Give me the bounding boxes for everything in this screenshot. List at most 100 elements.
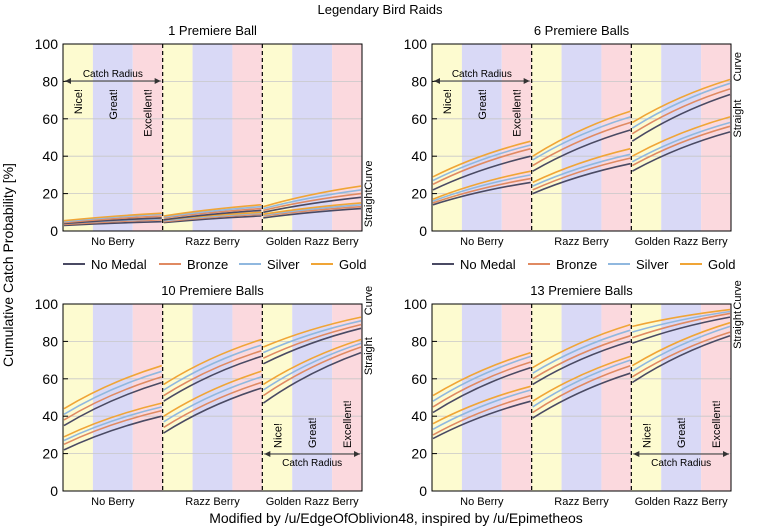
y-tick-label: 40	[42, 408, 58, 424]
throw-label-nice: Nice!	[73, 89, 85, 114]
catch-radius-arrowhead	[354, 451, 360, 457]
panel-title: 1 Premiere Ball	[168, 23, 257, 38]
throw-label-great: Great!	[676, 417, 688, 448]
y-tick-label: 100	[35, 296, 59, 312]
series-line-silver-curve	[632, 310, 731, 333]
series-line-no-medal-straight	[532, 162, 631, 195]
throw-label-nice: Nice!	[272, 423, 284, 448]
y-tick-label: 100	[404, 36, 428, 52]
series-line-gold-straight	[432, 170, 531, 200]
throw-band	[531, 44, 562, 231]
series-line-no-medal-straight	[631, 335, 731, 384]
y-axis-label: Cumulative Catch Probability [%]	[0, 163, 16, 367]
series-line-bronze-straight	[63, 219, 162, 226]
series-line-gold-straight	[532, 355, 631, 402]
y-tick-label: 60	[42, 111, 58, 127]
series-line-bronze-curve	[432, 147, 531, 186]
series-line-bronze-curve	[163, 350, 262, 397]
throw-label-excellent: Excellent!	[143, 89, 155, 137]
panel-4: 0 20 40 60 80 100 13 Premiere Balls No Berry Raz…	[404, 280, 744, 508]
series-line-silver-straight	[263, 204, 362, 216]
footer-credit: Modified by /u/EdgeOfOblivion48, inspire…	[209, 510, 583, 526]
series-line-gold-straight	[163, 370, 262, 417]
panel-2: 0 20 40 60 80 100 6 Premiere Balls No Berry Razz…	[404, 23, 744, 272]
catch-radius-arrowhead	[264, 451, 271, 457]
series-line-no-medal-straight	[432, 181, 531, 206]
series-line-gold-curve	[163, 204, 262, 217]
plot-frame	[62, 43, 363, 232]
series-line-gold-straight	[432, 385, 531, 425]
y-tick-label: 0	[419, 223, 427, 239]
throw-band	[631, 44, 662, 231]
series-line-bronze-curve	[432, 361, 531, 408]
catch-radius-label: Catch Radius	[282, 458, 342, 469]
curve-label: Curve	[732, 280, 744, 309]
series-line-gold-straight	[532, 147, 631, 184]
y-tick-label: 20	[42, 446, 58, 462]
group-label: Golden Razz Berry	[266, 236, 359, 248]
y-tick-label: 60	[42, 371, 58, 387]
series-line-bronze-straight	[532, 157, 631, 191]
throw-band	[162, 304, 193, 491]
legend-label: Silver	[267, 257, 300, 272]
throw-band	[132, 304, 163, 491]
series-line-bronze-straight	[63, 409, 162, 446]
series-line-silver-curve	[163, 344, 262, 391]
series-line-no-medal-curve	[262, 327, 362, 365]
throw-band	[561, 44, 602, 231]
group-label: Golden Razz Berry	[266, 496, 359, 508]
catch-radius-arrowhead	[154, 78, 161, 84]
series-line-bronze-straight	[432, 177, 531, 204]
series-line-silver-curve	[63, 370, 162, 415]
legend-label: Bronze	[556, 257, 597, 272]
plot-frame	[431, 43, 732, 232]
series-line-bronze-straight	[532, 364, 631, 414]
chart-panels: 0 20 40 60 80 100 1 Premiere Ball No Berry Razz …	[35, 23, 744, 508]
catch-radius-label: Catch Radius	[452, 69, 512, 80]
curve-label: Curve	[732, 52, 744, 81]
series-line-bronze-curve	[632, 312, 731, 339]
y-tick-label: 100	[35, 36, 59, 52]
throw-band	[63, 304, 93, 491]
series-line-no-medal-straight	[163, 215, 262, 224]
group-label: No Berry	[460, 496, 504, 508]
y-tick-label: 20	[411, 186, 427, 202]
series-line-bronze-curve	[532, 121, 631, 167]
series-line-no-medal-straight	[262, 351, 362, 404]
series-line-silver-curve	[532, 116, 631, 161]
throw-band	[232, 304, 263, 491]
series-line-bronze-curve	[262, 323, 362, 359]
figure-title: Legendary Bird Raids	[317, 2, 443, 17]
throw-band	[232, 44, 263, 231]
throw-label-great: Great!	[108, 89, 120, 120]
curve-label: Curve	[363, 161, 375, 190]
y-tick-label: 40	[411, 148, 427, 164]
group-label: Golden Razz Berry	[635, 496, 728, 508]
y-tick-label: 0	[419, 483, 427, 499]
throw-band	[561, 304, 602, 491]
y-tick-label: 20	[42, 186, 58, 202]
throw-band	[501, 44, 532, 231]
series-line-no-medal-curve	[163, 355, 262, 402]
series-line-silver-straight	[63, 406, 162, 442]
group-label: Golden Razz Berry	[635, 236, 728, 248]
series-line-no-medal-curve	[63, 381, 162, 427]
throw-band	[92, 44, 133, 231]
series-line-gold-curve	[263, 185, 362, 208]
group-label: No Berry	[460, 236, 504, 248]
series-line-no-medal-straight	[532, 372, 631, 419]
series-line-bronze-straight	[263, 205, 362, 217]
series-line-silver-curve	[631, 82, 731, 129]
series-line-gold-curve	[532, 323, 631, 369]
series-line-bronze-curve	[263, 192, 362, 212]
group-label: No Berry	[91, 496, 135, 508]
catch-radius-arrowhead	[723, 451, 729, 457]
plot-frame	[62, 303, 363, 492]
throw-band	[461, 44, 502, 231]
throw-band	[132, 44, 163, 231]
throw-label-excellent: Excellent!	[342, 400, 354, 448]
catch-radius-label: Catch Radius	[83, 69, 143, 80]
legend-label: Silver	[636, 257, 669, 272]
series-line-gold-curve	[631, 78, 731, 124]
